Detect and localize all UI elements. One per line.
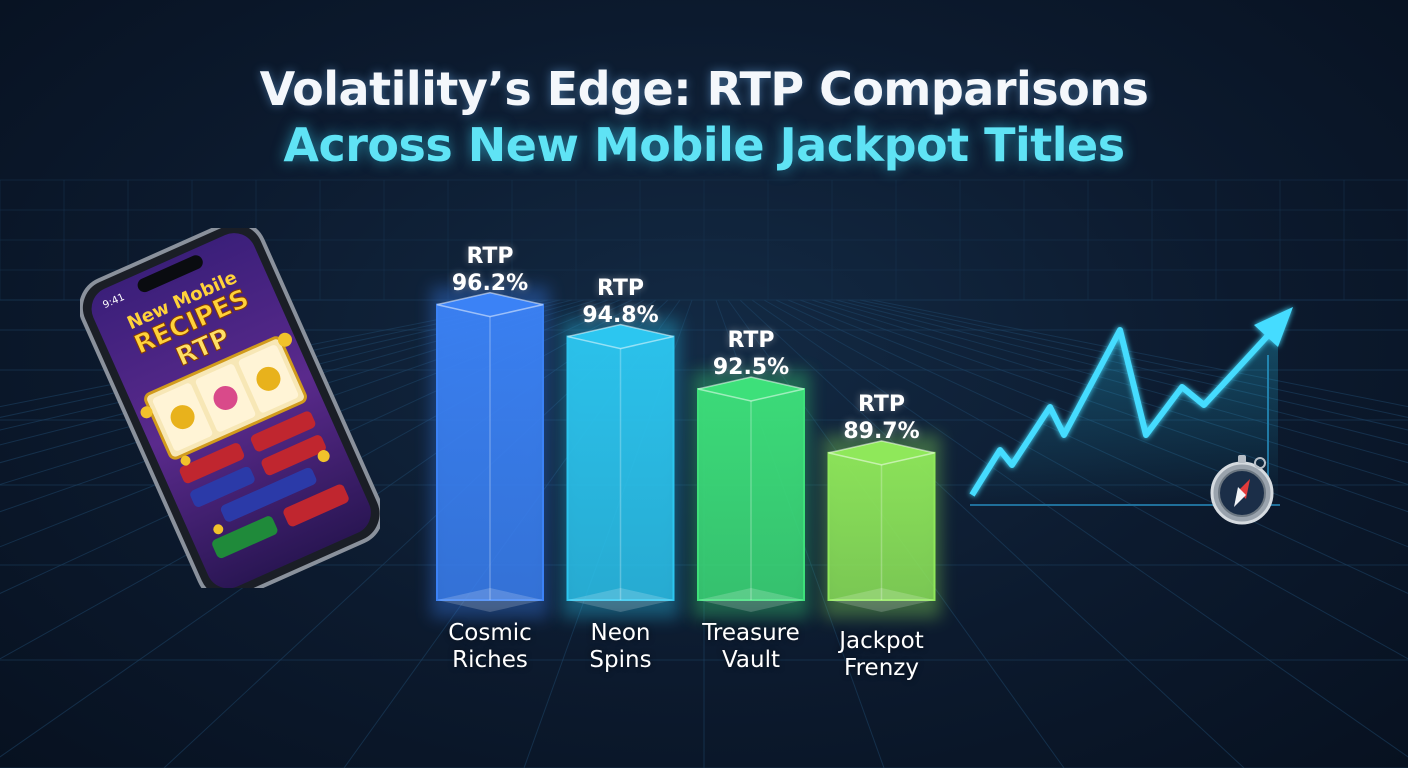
- grid-line: [751, 299, 1408, 758]
- bar-2: [561, 318, 680, 618]
- slot-reels: [144, 336, 307, 460]
- grid-line: [0, 299, 621, 548]
- rtp-prefix: RTP: [596, 275, 645, 301]
- grid-line: [0, 299, 597, 485]
- grid-line: [811, 299, 1408, 485]
- bar-body: [566, 335, 675, 601]
- chart-title-line-2: Across New Mobile Jackpot Titles: [283, 118, 1125, 172]
- trend-area: [972, 325, 1278, 505]
- category-label-3: Treasure Vault: [702, 620, 800, 673]
- bar-1: [431, 286, 549, 618]
- grid-line: [859, 299, 1408, 418]
- bar-4: [822, 434, 941, 618]
- bar-bottom-face: [828, 588, 935, 612]
- bar-top-face: [567, 323, 674, 350]
- bar-value-label-1: RTP 96.2%: [427, 243, 553, 297]
- bar-top-face: [436, 291, 544, 318]
- rtp-value: 96.2%: [451, 270, 529, 296]
- rtp-prefix: RTP: [857, 391, 906, 417]
- rtp-prefix: RTP: [727, 328, 775, 353]
- bar-value-label-2: RTP 94.8%: [558, 275, 684, 329]
- trend-graphic: [969, 307, 1293, 525]
- category-label-1: Cosmic Riches: [448, 620, 532, 673]
- bar-body: [436, 303, 544, 601]
- grid-line: [739, 299, 1245, 768]
- bar-3: [692, 371, 810, 618]
- smartphone-illustration: 9:41 New Mobile RECIPES RTP: [80, 228, 380, 588]
- grid-line: [763, 299, 1408, 660]
- rtp-value: 89.7%: [843, 418, 920, 444]
- trend-arrow-icon: [1254, 307, 1293, 347]
- phone-buttons: [179, 411, 349, 559]
- bar-top-face: [828, 440, 935, 466]
- rtp-value: 92.5%: [712, 355, 790, 380]
- trend-line: [969, 327, 1275, 497]
- category-label-4: Jackpot Frenzy: [839, 628, 924, 681]
- bar-body: [827, 451, 936, 601]
- grid-line: [787, 299, 1408, 548]
- bar-value-label-4: RTP 89.7%: [819, 391, 945, 445]
- category-label-2: Neon Spins: [589, 620, 652, 673]
- compass-icon: [1210, 455, 1274, 525]
- rtp-value: 94.8%: [582, 302, 659, 328]
- chart-title-line-1: Volatility’s Edge: RTP Comparisons: [259, 62, 1149, 116]
- bar-bottom-face: [567, 588, 674, 612]
- grid-line: [799, 299, 1408, 513]
- bar-body: [697, 388, 805, 601]
- grid-line: [847, 299, 1408, 431]
- bar-bottom-face: [437, 588, 543, 612]
- bar-top-face: [697, 376, 805, 402]
- gold-coins: [140, 332, 330, 535]
- grid-line: [775, 299, 1408, 594]
- grid-line: [0, 299, 609, 513]
- grid-line: [835, 299, 1408, 446]
- bar-value-label-3: RTP 92.5%: [688, 327, 814, 381]
- bar-bottom-face: [698, 588, 804, 612]
- rtp-prefix: RTP: [466, 243, 514, 269]
